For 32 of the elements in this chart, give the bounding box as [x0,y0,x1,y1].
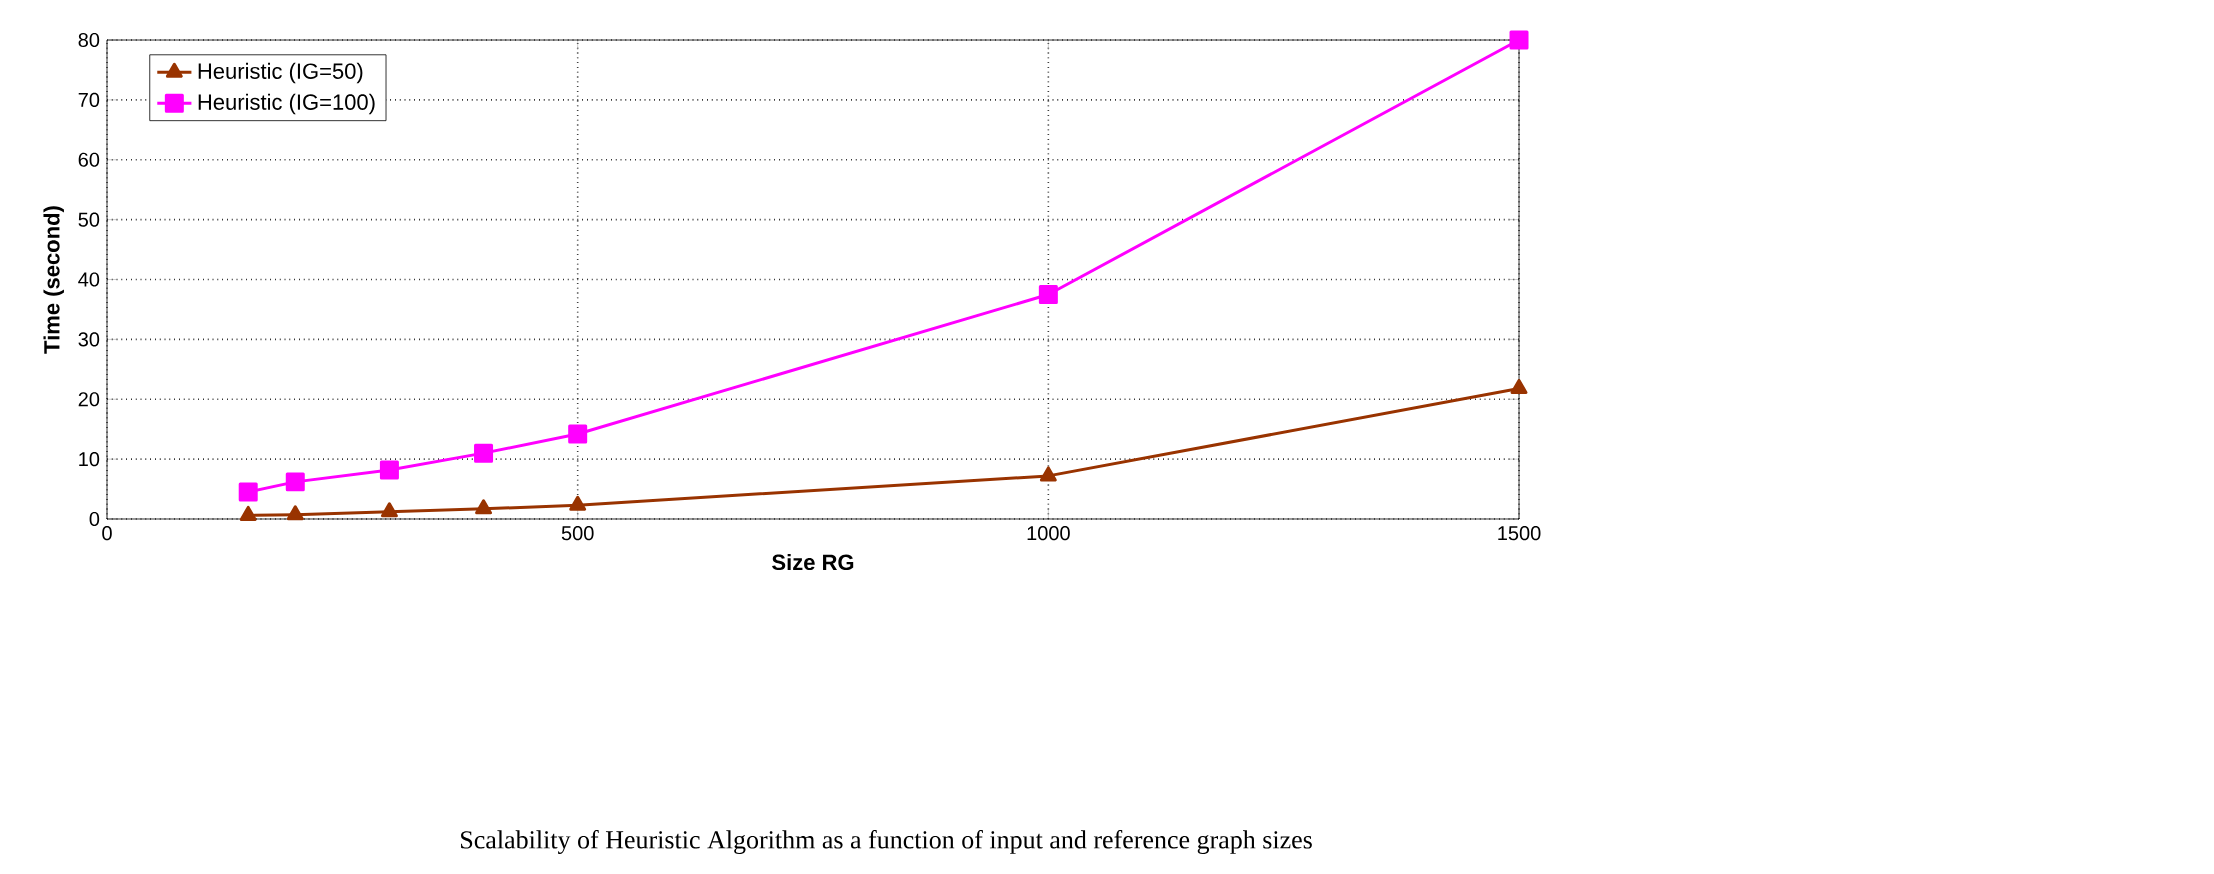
y-tick-label: 0 [89,511,100,527]
y-tick-label: 60 [78,152,100,167]
y-axis-title: Time (second) [43,206,64,354]
point [1509,30,1529,50]
point [475,499,492,515]
y-tick-label: 40 [78,272,100,287]
y-tick-label: 20 [78,392,100,407]
y-tick-label: 70 [78,92,100,107]
text: Scalability of Heuristic Algorithm as a function of input and reference graph sizes [461,830,1312,854]
point [286,505,304,521]
x-tick-label: 500 [561,526,594,541]
legend-label: Heuristic (IG=50) [198,62,363,84]
x-tick-label: 0 [102,526,112,541]
y-tick-label: 10 [79,452,100,467]
point [1039,466,1057,482]
point [285,472,305,492]
x-axis-title: Size RG [772,553,854,571]
point [238,482,258,502]
point [1038,284,1058,304]
x-tick-label: 1000 [1027,526,1070,541]
x-tick-label: 1500 [1498,526,1541,541]
point [380,502,398,518]
y-tick-label: 80 [78,32,100,48]
point [1510,378,1528,394]
point [569,495,587,511]
point [474,443,494,463]
point [239,505,257,521]
legend-label: Heuristic (IG=100) [198,93,375,115]
y-tick-label: 30 [78,332,100,347]
y-tick-label: 50 [78,212,100,227]
point [379,460,399,480]
point [568,424,588,444]
